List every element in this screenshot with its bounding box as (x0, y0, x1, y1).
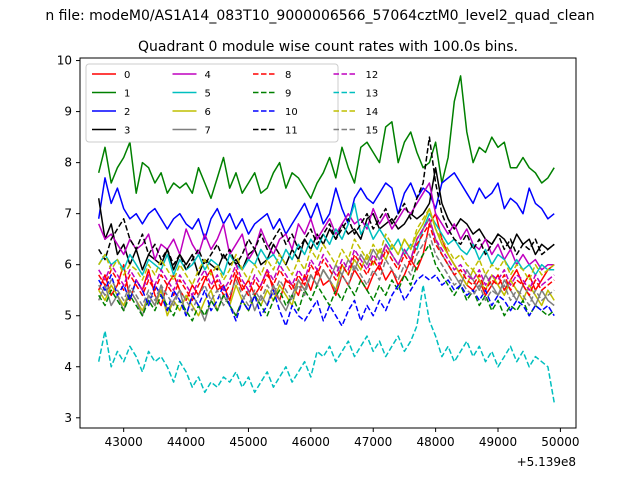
legend-frame (85, 63, 339, 143)
legend-label-9: 9 (285, 89, 291, 100)
y-tick-label: 6 (64, 258, 72, 272)
series-line-12 (98, 218, 555, 297)
series-layer (97, 75, 555, 403)
x-tick-label: 44000 (167, 435, 205, 449)
legend-label-14: 14 (366, 107, 379, 118)
series-line-15 (98, 233, 555, 312)
series-line-9 (98, 243, 555, 322)
x-tick-label: 46000 (292, 435, 330, 449)
legend-label-13: 13 (366, 89, 379, 100)
legend-label-0: 0 (124, 70, 130, 81)
legend-label-6: 6 (205, 107, 211, 118)
legend-label-2: 2 (124, 107, 130, 118)
legend-label-4: 4 (205, 70, 211, 81)
y-tick-label: 8 (64, 156, 72, 170)
x-axis: 43000 44000 45000 46000 47000 48000 49000 50000 (105, 428, 579, 449)
x-tick-label: 43000 (105, 435, 143, 449)
series-line-3 (97, 166, 555, 276)
series-line-1 (97, 75, 555, 200)
series-line-4 (98, 182, 555, 271)
legend-label-5: 5 (205, 89, 211, 100)
y-tick-label: 9 (64, 105, 72, 119)
x-tick-label: 49000 (479, 435, 517, 449)
legend-label-7: 7 (205, 126, 211, 137)
series-line-2 (97, 172, 555, 240)
y-tick-label: 10 (57, 54, 72, 68)
x-tick-label: 47000 (354, 435, 392, 449)
legend-label-1: 1 (124, 89, 130, 100)
y-tick-label: 4 (64, 360, 72, 374)
series-line-13 (97, 284, 555, 403)
x-tick-label: 45000 (229, 435, 267, 449)
legend-label-3: 3 (124, 126, 130, 137)
series-line-14 (98, 207, 555, 286)
plot-area (79, 57, 577, 429)
y-tick-label: 5 (64, 309, 72, 323)
y-tick-label: 3 (64, 411, 72, 425)
x-tick-label: 50000 (541, 435, 579, 449)
series-line-10 (98, 274, 555, 327)
x-tick-label: 48000 (417, 435, 455, 449)
series-line-11 (98, 136, 555, 271)
y-tick-label: 7 (64, 207, 72, 221)
y-axis: 3 4 5 6 7 8 9 10 (57, 54, 80, 425)
legend-label-12: 12 (366, 70, 379, 81)
axes-title: Quadrant 0 module wise count rates with … (138, 39, 518, 55)
legend-label-8: 8 (285, 70, 291, 81)
x-offset-label: +5.139e8 (517, 455, 576, 469)
legend-label-15: 15 (366, 126, 379, 137)
legend-label-11: 11 (285, 126, 298, 137)
figure-suptitle: n file: modeM0/AS1A14_083T10_9000006566_… (45, 8, 594, 24)
legend-label-10: 10 (285, 107, 298, 118)
series-line-5 (98, 202, 555, 276)
